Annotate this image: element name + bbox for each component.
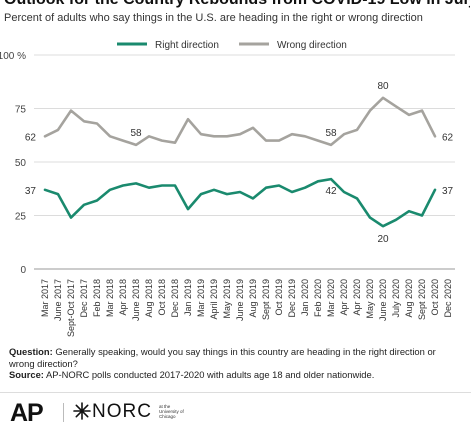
x-tick-label: Aug 2020 [404,279,414,318]
x-tick-label: Feb 2018 [92,279,102,317]
data-label: 62 [442,132,454,143]
source-text: AP-NORC polls conducted 2017-2020 with a… [46,369,375,381]
legend-label: Right direction [155,40,219,51]
x-tick-label: Apr 2020 [352,279,362,316]
series-line [43,96,437,147]
series-line [43,177,437,228]
x-tick-label: Mar 2019 [196,279,206,317]
x-tick-label: Dec 2018 [170,279,180,318]
x-tick-label: Jan 2019 [183,279,193,316]
x-tick-label: Oct 2020 [430,279,440,316]
x-tick-label: June 2020 [378,279,388,321]
chart-title: Outlook for the Country Rebounds from CO… [4,0,470,8]
x-tick-label: Dec 2020 [443,279,453,318]
x-tick-label: Aug 2019 [248,279,258,318]
x-tick-label: April 2019 [209,279,219,320]
y-tick-label: 50 [15,158,27,169]
x-tick-label: Feb 2020 [313,279,323,317]
y-tick-label: 25 [15,212,27,223]
y-tick-label: 100 % [0,51,26,62]
data-label: 42 [325,186,337,197]
question-label: Question: [9,346,53,357]
x-tick-label: June 2018 [131,279,141,321]
x-tick-label: Apr 2018 [118,279,128,316]
x-tick-label: Sept 2020 [417,279,427,320]
x-tick-label: Oct 2019 [274,279,284,316]
y-tick-label: 75 [15,105,27,116]
x-tick-label: June 2019 [235,279,245,321]
ap-logo: AP [10,399,44,427]
data-label: 80 [377,81,389,92]
x-tick-label: May 2019 [222,279,232,319]
x-tick-label: Sept 2019 [261,279,271,320]
x-tick-label: Sept-Oct 2017 [66,279,76,337]
source-note: Source: AP-NORC polls conducted 2017-202… [9,369,461,381]
x-tick-label: Dec 2017 [79,279,89,318]
data-label: 20 [377,234,389,245]
x-tick-label: Mar 2020 [326,279,336,317]
x-tick-label: Mar 2017 [40,279,50,317]
x-tick-label: May 2020 [365,279,375,319]
legend-label: Wrong direction [277,40,347,51]
norc-logo: NORC [92,401,152,422]
data-label: 37 [442,186,454,197]
data-label: 58 [130,128,142,139]
source-label: Source: [9,369,44,381]
x-tick-label: Apr 2020 [339,279,349,316]
question-text: Generally speaking, would you say things… [9,346,436,369]
x-tick-label: Dec 2019 [287,279,297,318]
data-label: 58 [325,128,337,139]
x-tick-label: Aug 2018 [144,279,154,318]
norc-star-icon [73,402,91,420]
question-note: Question: Generally speaking, would you … [9,346,461,369]
x-tick-label: Jan 2020 [300,279,310,316]
y-tick-label: 0 [20,265,26,276]
norc-tagline: at the University of Chicago [159,404,184,419]
chart-notes: Question: Generally speaking, would you … [9,346,461,381]
x-tick-label: July 2020 [391,279,401,318]
footer-divider [0,392,471,393]
x-tick-label: Mar 2018 [105,279,115,317]
data-label: 37 [25,186,37,197]
x-tick-label: June 2017 [53,279,63,321]
line-chart: 0 25 50 75 100 % Mar 2017 June 2017 Sept-Oct 20… [0,40,455,337]
logo-separator [63,403,64,422]
x-tick-label: Oct 2018 [157,279,167,316]
data-label: 62 [25,132,37,143]
chart-subtitle: Percent of adults who say things in the … [4,12,423,24]
